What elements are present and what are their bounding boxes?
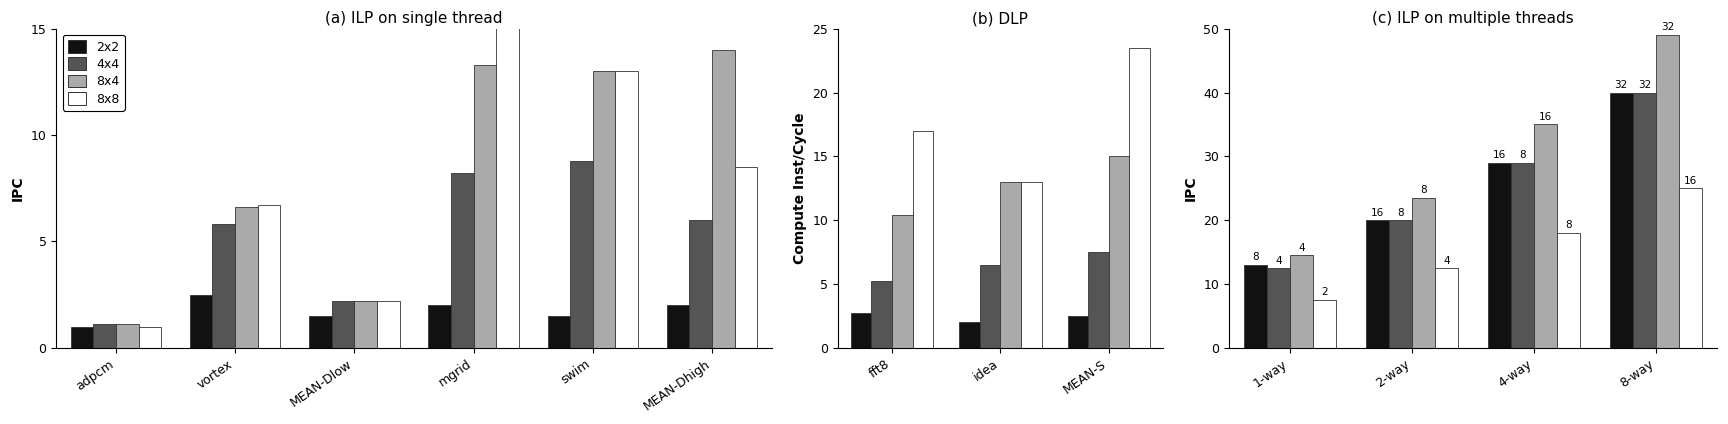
Text: 8: 8 bbox=[1420, 185, 1427, 195]
Bar bbox=[1680, 188, 1702, 348]
Bar bbox=[912, 131, 933, 348]
Bar bbox=[980, 265, 1001, 348]
Text: 32: 32 bbox=[1614, 80, 1628, 90]
Y-axis label: Compute Inst/Cycle: Compute Inst/Cycle bbox=[793, 112, 807, 264]
Bar bbox=[1089, 252, 1109, 348]
Bar bbox=[235, 207, 257, 348]
Text: 4: 4 bbox=[1298, 243, 1305, 253]
Bar bbox=[1609, 92, 1633, 348]
Bar bbox=[1510, 163, 1534, 348]
Bar bbox=[1068, 316, 1089, 348]
Bar bbox=[1001, 182, 1021, 348]
Bar bbox=[354, 301, 377, 348]
Text: 32: 32 bbox=[1661, 22, 1674, 33]
Text: 4: 4 bbox=[1443, 256, 1450, 265]
Bar bbox=[1109, 156, 1130, 348]
Text: 8: 8 bbox=[1566, 220, 1572, 230]
Bar bbox=[138, 326, 161, 348]
Bar bbox=[1313, 300, 1336, 348]
Bar bbox=[667, 305, 689, 348]
Bar bbox=[116, 324, 138, 348]
Bar bbox=[1244, 265, 1267, 348]
Bar bbox=[213, 224, 235, 348]
Bar bbox=[570, 161, 593, 348]
Text: 16: 16 bbox=[1540, 112, 1552, 122]
Bar bbox=[190, 295, 213, 348]
Bar bbox=[1267, 268, 1291, 348]
Bar bbox=[309, 316, 332, 348]
Bar bbox=[1365, 220, 1389, 348]
Y-axis label: IPC: IPC bbox=[1184, 176, 1198, 201]
Bar bbox=[451, 173, 473, 348]
Text: 32: 32 bbox=[1638, 80, 1650, 90]
Bar bbox=[93, 324, 116, 348]
Text: 8: 8 bbox=[1398, 208, 1403, 218]
Bar bbox=[1021, 182, 1042, 348]
Bar bbox=[1291, 255, 1313, 348]
Text: 2: 2 bbox=[1322, 287, 1329, 297]
Bar bbox=[850, 313, 871, 348]
Bar bbox=[1389, 220, 1412, 348]
Bar bbox=[689, 220, 712, 348]
Bar bbox=[332, 301, 354, 348]
Bar bbox=[871, 282, 892, 348]
Text: 16: 16 bbox=[1685, 176, 1697, 186]
Bar bbox=[257, 205, 280, 348]
Bar bbox=[1130, 48, 1149, 348]
Title: (a) ILP on single thread: (a) ILP on single thread bbox=[325, 11, 503, 26]
Bar bbox=[734, 167, 757, 348]
Y-axis label: IPC: IPC bbox=[10, 176, 26, 201]
Bar bbox=[1412, 198, 1436, 348]
Text: 16: 16 bbox=[1493, 150, 1505, 160]
Bar bbox=[1633, 92, 1655, 348]
Bar bbox=[548, 316, 570, 348]
Bar bbox=[1557, 233, 1581, 348]
Bar bbox=[593, 71, 615, 348]
Bar bbox=[429, 305, 451, 348]
Bar bbox=[1488, 163, 1510, 348]
Legend: 2x2, 4x4, 8x4, 8x8: 2x2, 4x4, 8x4, 8x8 bbox=[62, 35, 124, 111]
Bar bbox=[71, 326, 93, 348]
Text: 4: 4 bbox=[1275, 256, 1282, 265]
Text: 8: 8 bbox=[1253, 252, 1258, 262]
Bar bbox=[1436, 268, 1458, 348]
Text: 8: 8 bbox=[1519, 150, 1526, 160]
Bar bbox=[1655, 35, 1680, 348]
Bar bbox=[377, 301, 399, 348]
Text: 16: 16 bbox=[1370, 208, 1384, 218]
Title: (c) ILP on multiple threads: (c) ILP on multiple threads bbox=[1372, 11, 1574, 26]
Bar bbox=[473, 65, 496, 348]
Bar bbox=[1534, 124, 1557, 348]
Bar bbox=[615, 71, 638, 348]
Title: (b) DLP: (b) DLP bbox=[973, 11, 1028, 26]
Bar bbox=[712, 50, 734, 348]
Bar bbox=[496, 22, 518, 348]
Bar bbox=[959, 322, 980, 348]
Bar bbox=[892, 215, 912, 348]
